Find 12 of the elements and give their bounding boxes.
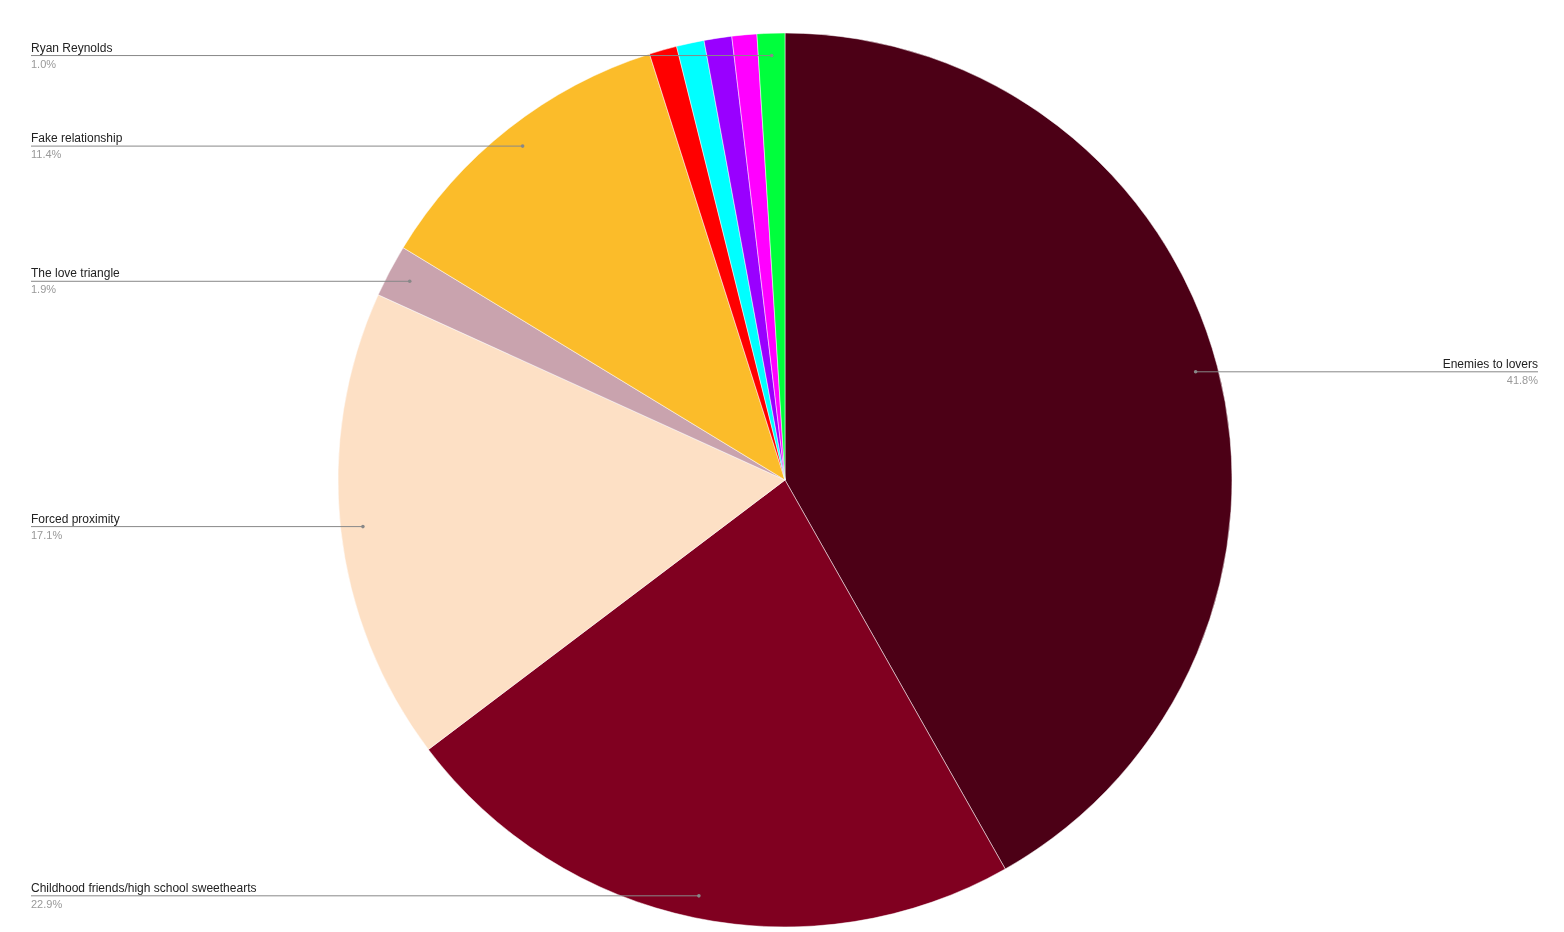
slice-label: Ryan Reynolds: [31, 40, 113, 55]
data-label: 41.8%: [1506, 373, 1539, 386]
slice-label: Enemies to lovers: [1442, 356, 1538, 371]
data-label: 17.1%: [31, 528, 63, 541]
data-label: 22.9%: [31, 897, 63, 910]
data-label: 1.9%: [31, 283, 57, 296]
slice-label: Forced proximity: [31, 511, 120, 526]
data-label: 11.4%: [31, 148, 62, 161]
slice-label: Childhood friends/high school sweethearts: [31, 880, 257, 895]
data-label: 1.0%: [31, 57, 57, 70]
slice-label: Fake relationship: [31, 131, 123, 146]
slice-label: The love triangle: [31, 266, 121, 281]
